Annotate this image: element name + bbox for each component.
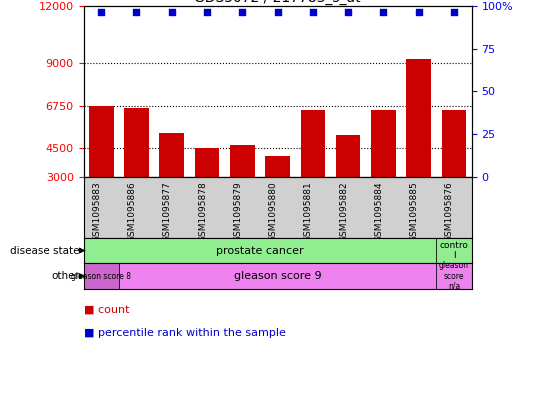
Text: GSM1095880: GSM1095880 xyxy=(268,182,278,242)
Bar xyxy=(336,135,361,177)
Text: GSM1095879: GSM1095879 xyxy=(233,182,243,242)
Point xyxy=(97,9,106,15)
Text: GSM1095882: GSM1095882 xyxy=(339,182,348,242)
Text: GSM1095878: GSM1095878 xyxy=(198,182,207,242)
Point xyxy=(344,9,353,15)
Bar xyxy=(160,133,184,177)
Text: prostate cancer: prostate cancer xyxy=(216,246,304,255)
Text: gleason
score
n/a: gleason score n/a xyxy=(439,261,469,291)
Text: GSM1095886: GSM1095886 xyxy=(127,182,136,242)
Bar xyxy=(84,263,119,289)
Text: GSM1095883: GSM1095883 xyxy=(92,182,101,242)
Point xyxy=(168,9,176,15)
Bar xyxy=(265,156,290,177)
Text: GSM1095876: GSM1095876 xyxy=(445,182,454,242)
Point xyxy=(379,9,388,15)
Text: disease state: disease state xyxy=(10,246,80,255)
Bar xyxy=(441,110,466,177)
Bar xyxy=(89,106,114,177)
Text: GSM1095885: GSM1095885 xyxy=(410,182,419,242)
Text: gleason score 8: gleason score 8 xyxy=(71,272,131,281)
Text: contro
l: contro l xyxy=(439,241,468,260)
Text: other: other xyxy=(52,271,80,281)
Text: GSM1095877: GSM1095877 xyxy=(163,182,172,242)
Point xyxy=(132,9,141,15)
Point xyxy=(308,9,317,15)
Title: GDS5072 / 217783_s_at: GDS5072 / 217783_s_at xyxy=(194,0,361,5)
Bar xyxy=(437,238,472,263)
Bar xyxy=(119,263,437,289)
Point xyxy=(450,9,458,15)
Bar xyxy=(195,148,219,177)
Text: gleason score 9: gleason score 9 xyxy=(234,271,321,281)
Point xyxy=(414,9,423,15)
Point xyxy=(203,9,211,15)
Bar xyxy=(437,263,472,289)
Text: GSM1095884: GSM1095884 xyxy=(375,182,383,242)
Text: GSM1095881: GSM1095881 xyxy=(304,182,313,242)
Bar xyxy=(124,108,149,177)
Bar xyxy=(371,110,396,177)
Text: ■ count: ■ count xyxy=(84,305,129,314)
Point xyxy=(238,9,247,15)
Text: ■ percentile rank within the sample: ■ percentile rank within the sample xyxy=(84,328,286,338)
Point xyxy=(273,9,282,15)
Bar xyxy=(230,145,254,177)
Bar xyxy=(301,110,325,177)
Bar xyxy=(406,59,431,177)
